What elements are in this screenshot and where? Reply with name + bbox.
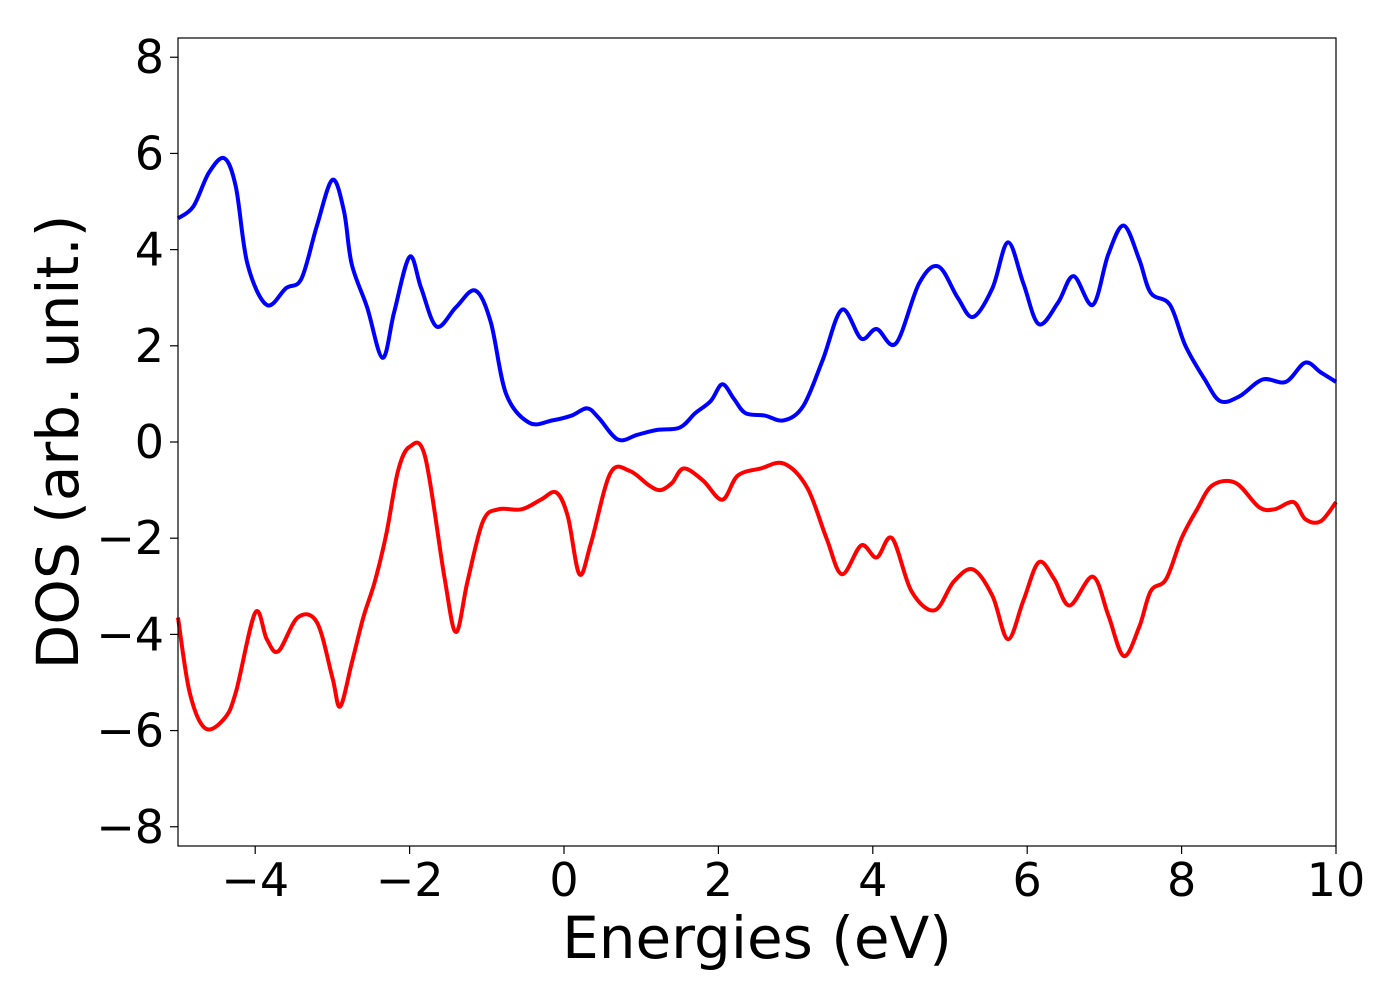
x-axis-ticks: −4 −2 0 2 4 6 8 10 [221,846,1365,907]
y-tick-label: 8 [135,30,164,84]
y-axis-label: DOS (arb. unit.) [24,215,92,670]
x-tick-label: −4 [221,853,289,907]
y-tick-label: 0 [135,415,164,469]
y-tick-label: 2 [135,319,164,373]
x-tick-label: −2 [376,853,444,907]
series-line-2 [176,440,1338,732]
x-tick-label: 8 [1167,853,1196,907]
x-tick-label: 0 [549,853,578,907]
x-tick-label: 2 [704,853,733,907]
plot-frame [177,37,1337,847]
y-tick-label: −2 [96,511,164,565]
x-tick-label: 6 [1013,853,1042,907]
y-tick-label: −4 [96,607,164,661]
series-layer [176,155,1338,732]
y-tick-label: 6 [135,126,164,180]
y-axis-ticks: −8 −6 −4 −2 0 2 4 6 8 [96,30,178,854]
x-tick-label: 10 [1307,853,1366,907]
x-axis-label: Energies (eV) [562,904,952,972]
y-tick-label: −6 [96,704,164,758]
series-line-1 [176,155,1338,443]
y-tick-label: −8 [96,800,164,854]
x-tick-label: 4 [858,853,887,907]
y-tick-label: 4 [135,223,164,277]
